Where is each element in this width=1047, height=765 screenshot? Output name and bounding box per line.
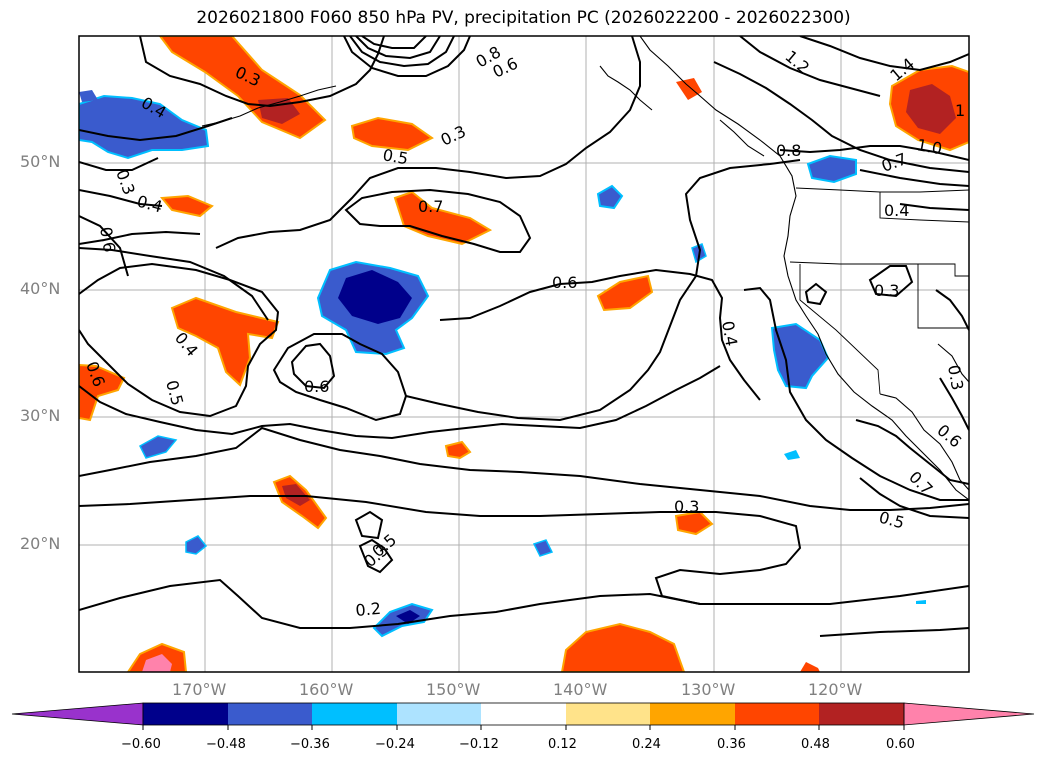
- colorbar-segment: [819, 703, 904, 725]
- lat-label: 20°N: [20, 534, 61, 553]
- lon-label: 160°W: [299, 680, 354, 699]
- lat-label: 30°N: [20, 406, 61, 425]
- contour-label: 0.3: [874, 281, 899, 300]
- contour-label: 0.6: [552, 273, 577, 292]
- colorbar-extend-low: [11, 702, 144, 726]
- colorbar-tick-label: −0.12: [459, 737, 499, 752]
- colorbar-segment: [481, 703, 566, 725]
- colorbar-segment: [650, 703, 735, 725]
- colorbar-tick-label: 0.12: [548, 737, 577, 752]
- colorbar-segment: [228, 703, 312, 725]
- colorbar-extend-high: [903, 702, 1035, 726]
- lon-label: 170°W: [172, 680, 227, 699]
- map-frame: [78, 35, 970, 673]
- positive-precip-patches: [79, 36, 969, 672]
- lon-label: 150°W: [426, 680, 481, 699]
- lon-label: 130°W: [681, 680, 736, 699]
- colorbar-segment: [397, 703, 481, 725]
- contour-label: 0.4: [884, 201, 909, 220]
- contour-label: 0.3: [944, 363, 967, 391]
- lon-label: 140°W: [553, 680, 608, 699]
- map-area: [79, 36, 969, 672]
- colorbar-tick-label: −0.48: [206, 737, 246, 752]
- contour-label: 0.6: [96, 225, 119, 253]
- colorbar-tick-label: −0.36: [290, 737, 330, 752]
- colorbar-tick-label: 0.24: [632, 737, 661, 752]
- colorbar-tick-label: 0.60: [886, 737, 915, 752]
- contour-label: 0.4: [718, 319, 741, 347]
- contour-label: 0.8: [776, 141, 801, 160]
- map-title: 2026021800 F060 850 hPa PV, precipitatio…: [196, 8, 851, 28]
- colorbar-tick-label: 0.36: [717, 737, 746, 752]
- contour-label: 1: [955, 101, 965, 120]
- pv-contours: [79, 36, 969, 637]
- contour-label: 0.7: [418, 197, 443, 216]
- colorbar-segment: [735, 703, 819, 725]
- contour-label: 0.3: [674, 497, 699, 516]
- colorbar-segment: [143, 703, 228, 725]
- colorbar-tick-label: −0.24: [375, 737, 415, 752]
- contour-label: 0.2: [355, 599, 382, 620]
- borders: [789, 187, 969, 395]
- gridlines: [79, 36, 969, 672]
- colorbar-segment: [566, 703, 650, 725]
- colorbar-segment: [312, 703, 397, 725]
- lat-label: 50°N: [20, 152, 61, 171]
- colorbar-tick-label: 0.48: [801, 737, 830, 752]
- contour-label: 0.6: [304, 377, 329, 396]
- contour-label: 1.0: [915, 135, 943, 158]
- lat-label: 40°N: [20, 279, 61, 298]
- negative-precip-patches: [79, 90, 926, 638]
- lon-label: 120°W: [808, 680, 863, 699]
- colorbar-tick-label: −0.60: [121, 737, 161, 752]
- contour-label: 0.5: [381, 145, 409, 168]
- colorbar: [11, 702, 1035, 730]
